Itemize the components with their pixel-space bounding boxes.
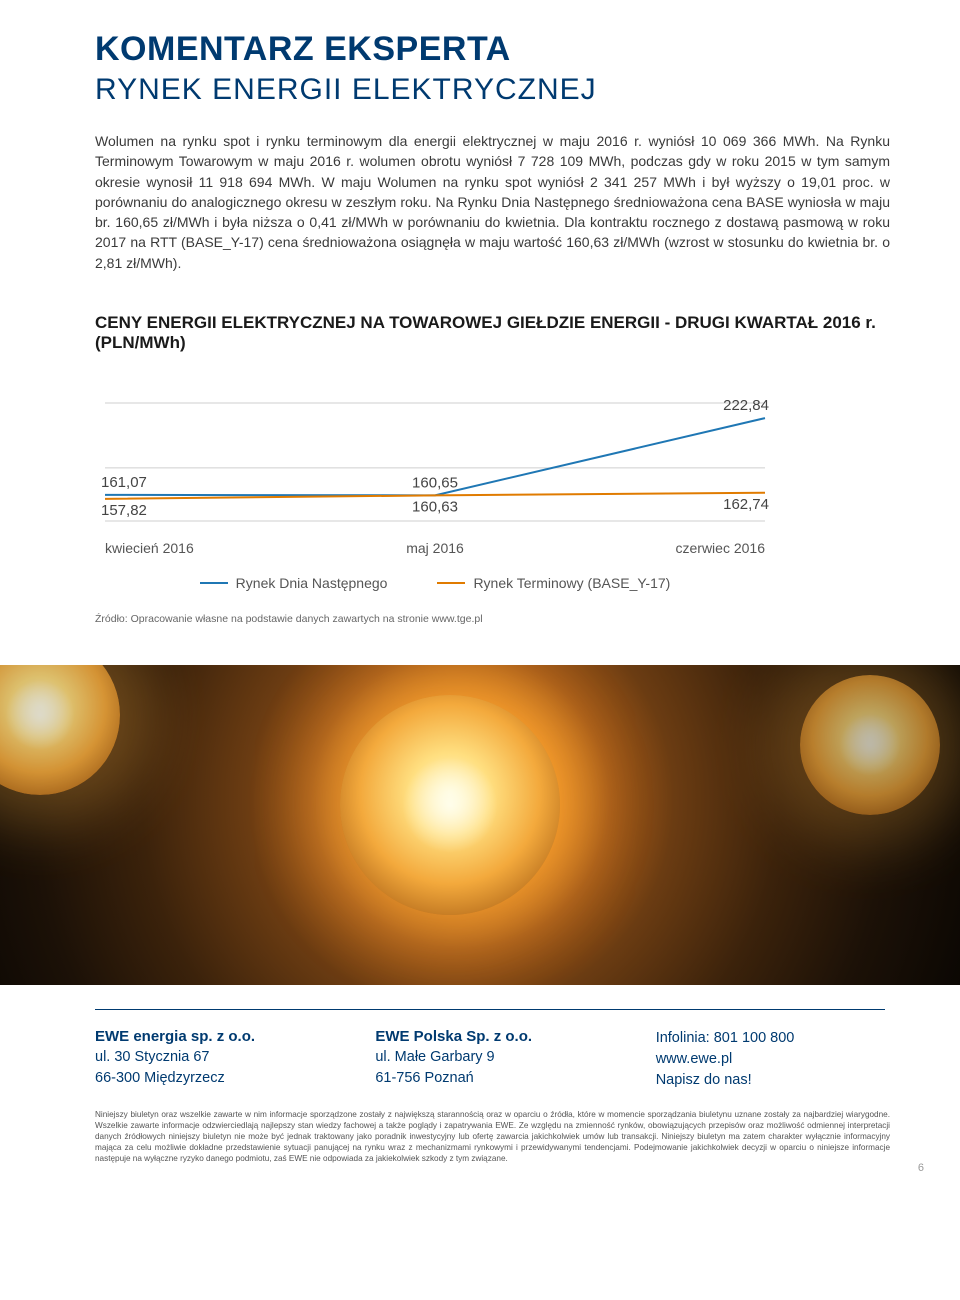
legend-swatch-rdn	[200, 582, 228, 584]
legend-label-rdn: Rynek Dnia Następnego	[236, 575, 388, 591]
legend-item-rt: Rynek Terminowy (BASE_Y-17)	[437, 575, 670, 591]
website-link[interactable]: www.ewe.pl	[656, 1049, 890, 1070]
svg-text:160,65: 160,65	[412, 474, 458, 491]
svg-text:maj 2016: maj 2016	[406, 540, 464, 556]
svg-text:czerwiec 2016: czerwiec 2016	[676, 540, 766, 556]
svg-text:161,07: 161,07	[101, 474, 147, 491]
lightbulb-icon	[340, 695, 560, 915]
legend-item-rdn: Rynek Dnia Następnego	[200, 575, 388, 591]
footer-col-1: EWE energia sp. z o.o. ul. 30 Stycznia 6…	[95, 1028, 355, 1091]
title-main: KOMENTARZ EKSPERTA	[95, 30, 890, 69]
infoline: Infolinia: 801 100 800	[656, 1028, 890, 1049]
chart-legend: Rynek Dnia Następnego Rynek Terminowy (B…	[95, 575, 775, 591]
footer-col-3: Infolinia: 801 100 800 www.ewe.pl Napisz…	[656, 1028, 890, 1091]
address-line: 66-300 Międzyrzecz	[95, 1068, 355, 1089]
footer-columns: EWE energia sp. z o.o. ul. 30 Stycznia 6…	[95, 1028, 890, 1091]
title-sub: RYNEK ENERGII ELEKTRYCZNEJ	[95, 73, 890, 107]
decorative-photo-band	[0, 665, 960, 985]
chart-wrap: 161,07 160,65 222,84 157,82 160,63 162,74 kwie…	[95, 381, 775, 625]
page-number: 6	[918, 1162, 924, 1174]
chart-section: CENY ENERGII ELEKTRYCZNEJ NA TOWAROWEJ G…	[95, 313, 890, 625]
legend-swatch-rt	[437, 582, 465, 584]
address-line: ul. Małe Garbary 9	[375, 1047, 635, 1068]
svg-text:160,63: 160,63	[412, 498, 458, 515]
address-line: ul. 30 Stycznia 67	[95, 1047, 355, 1068]
address-line: 61-756 Poznań	[375, 1068, 635, 1089]
chart-title: CENY ENERGII ELEKTRYCZNEJ NA TOWAROWEJ G…	[95, 313, 890, 353]
body-paragraph: Wolumen na rynku spot i rynku terminowym…	[95, 131, 890, 273]
chart-source: Źródło: Opracowanie własne na podstawie …	[95, 613, 775, 625]
svg-text:157,82: 157,82	[101, 502, 147, 519]
svg-text:162,74: 162,74	[723, 496, 769, 513]
line-chart: 161,07 160,65 222,84 157,82 160,63 162,74 kwie…	[95, 381, 775, 561]
page-upper: KOMENTARZ EKSPERTA RYNEK ENERGII ELEKTRY…	[0, 0, 960, 645]
lightbulb-icon	[800, 675, 940, 815]
lightbulb-icon	[0, 665, 120, 795]
legend-label-rt: Rynek Terminowy (BASE_Y-17)	[473, 575, 670, 591]
footer: EWE energia sp. z o.o. ul. 30 Stycznia 6…	[0, 985, 960, 1182]
company-name-1: EWE energia sp. z o.o.	[95, 1028, 355, 1045]
contact-link[interactable]: Napisz do nas!	[656, 1070, 890, 1091]
footer-divider	[95, 1009, 885, 1010]
disclaimer-text: Niniejszy biuletyn oraz wszelkie zawarte…	[95, 1109, 890, 1164]
company-name-2: EWE Polska Sp. z o.o.	[375, 1028, 635, 1045]
svg-text:222,84: 222,84	[723, 397, 769, 414]
svg-text:kwiecień 2016: kwiecień 2016	[105, 540, 194, 556]
footer-col-2: EWE Polska Sp. z o.o. ul. Małe Garbary 9…	[375, 1028, 635, 1091]
